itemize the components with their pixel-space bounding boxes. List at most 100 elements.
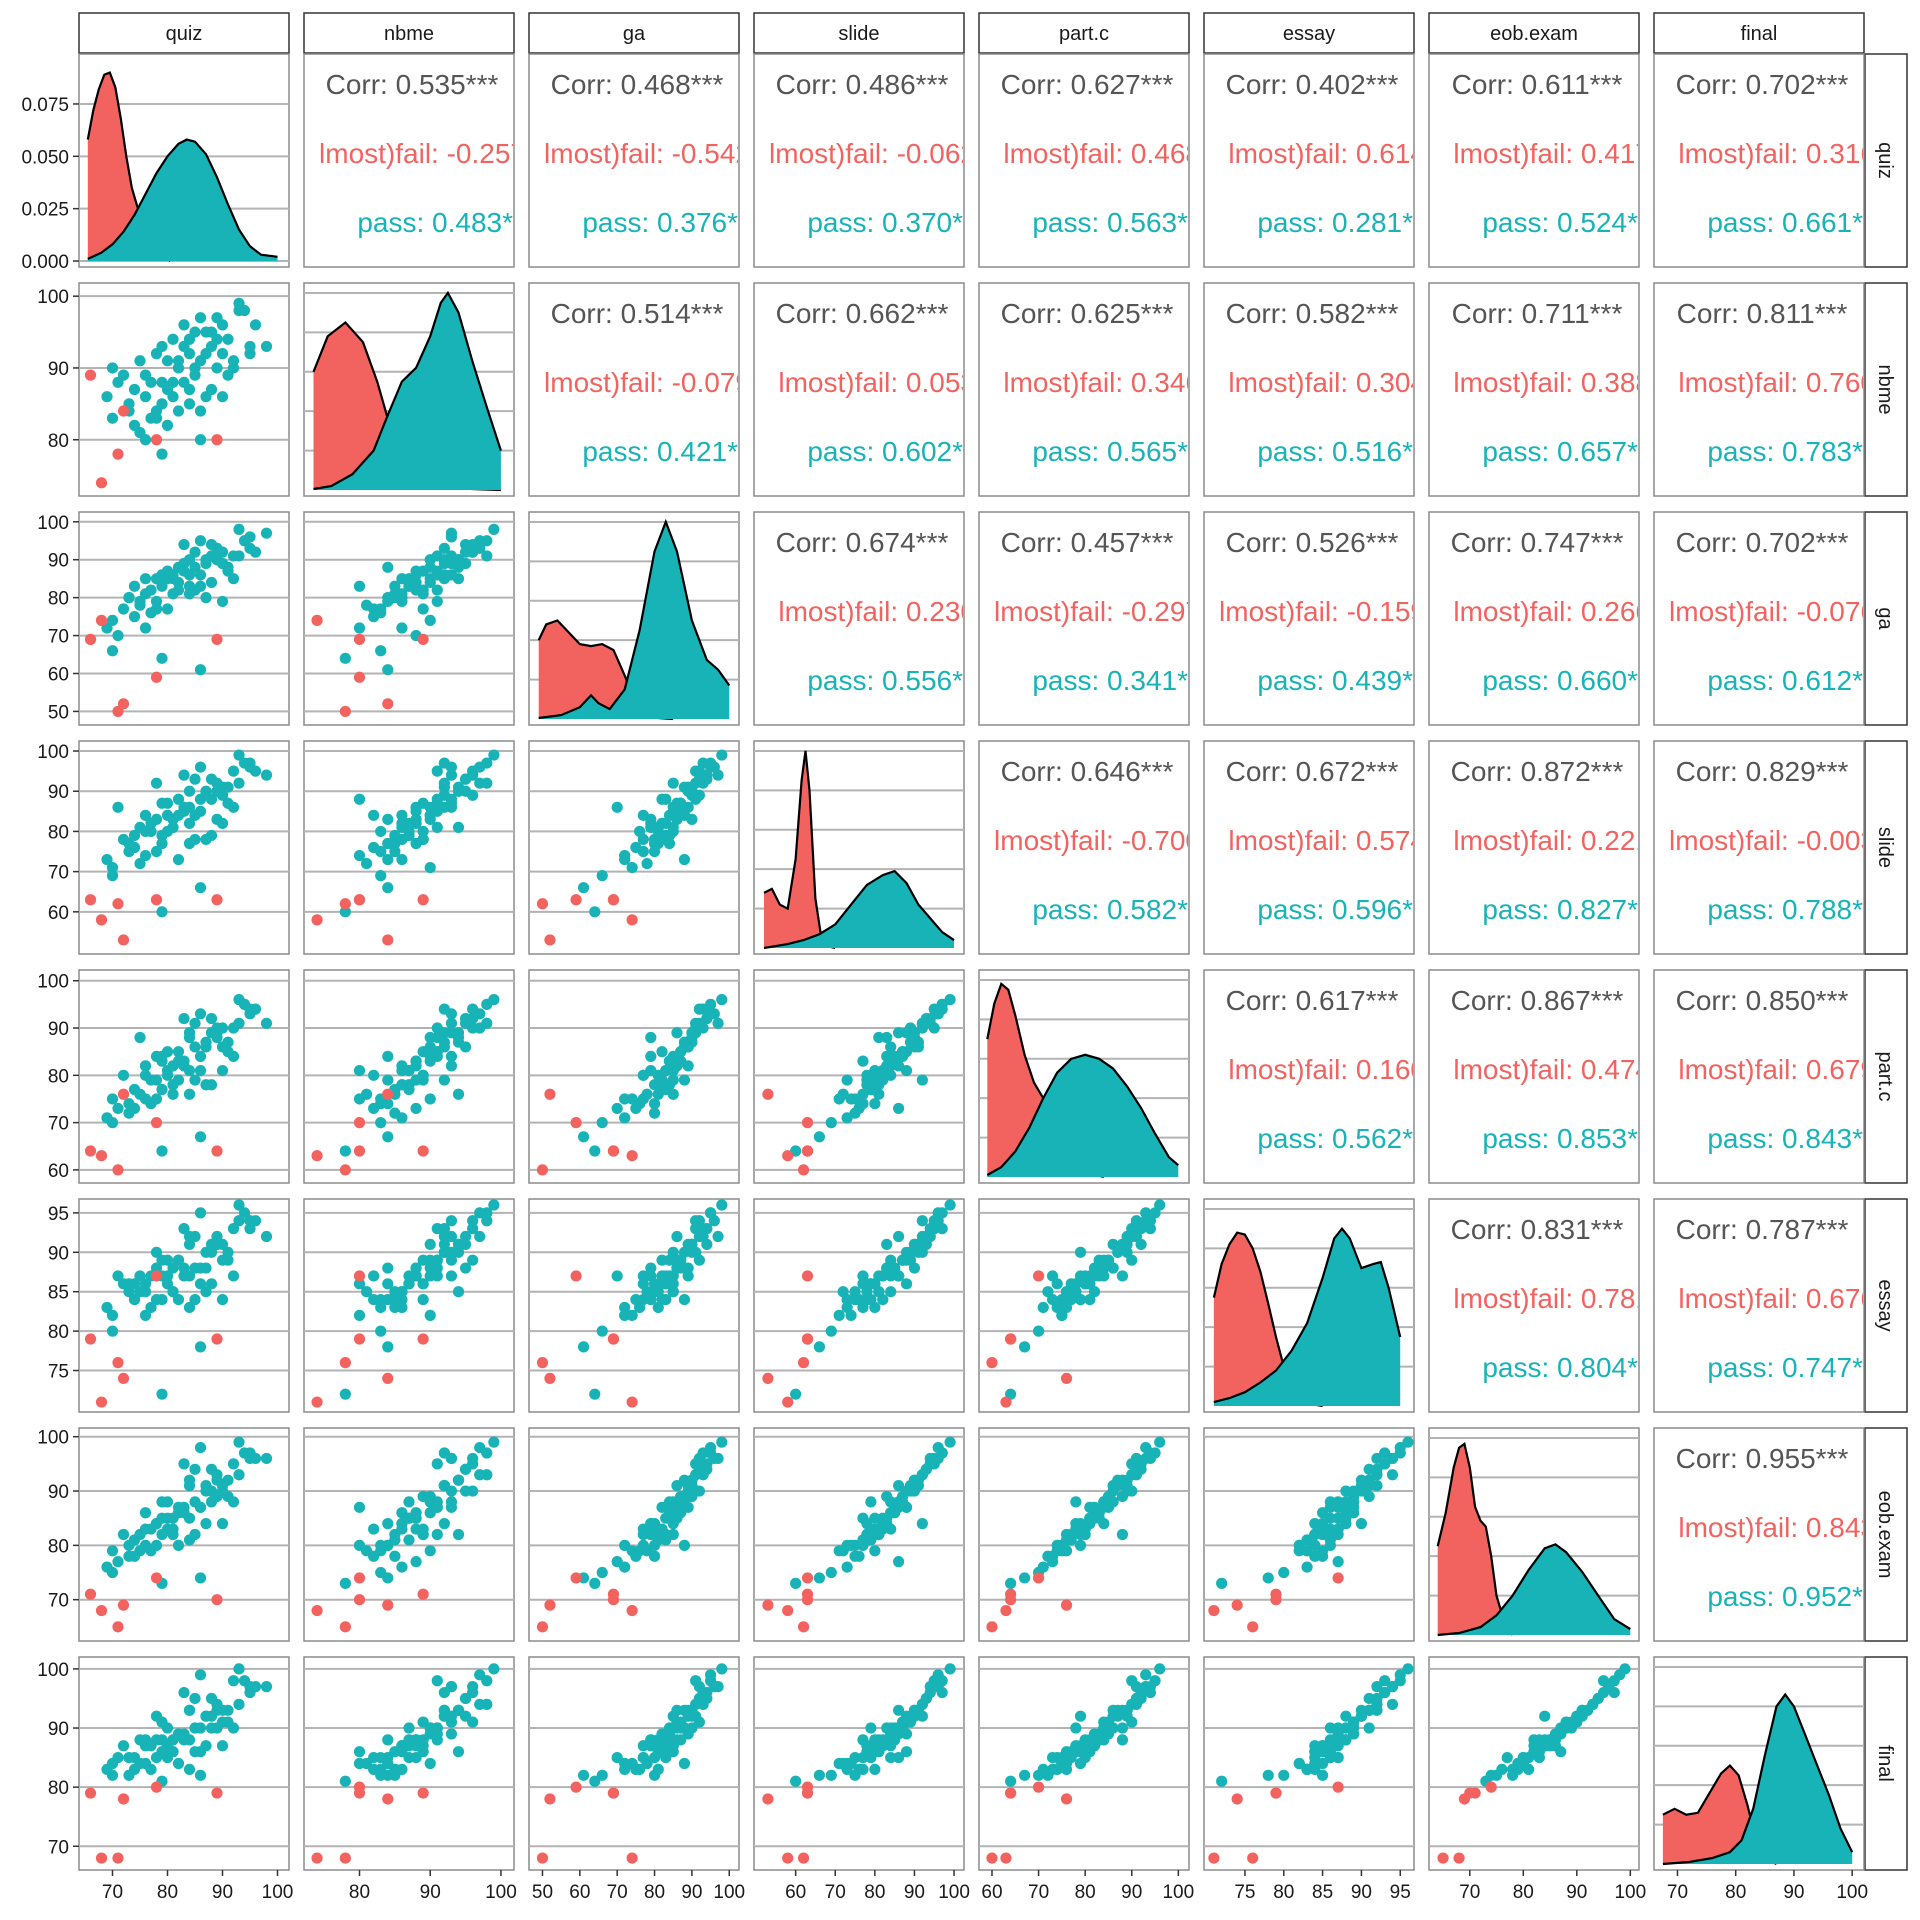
point-fail — [382, 1793, 394, 1805]
point-pass — [438, 1074, 450, 1086]
x-axis-quiz: 70 80 90 100 — [102, 1870, 293, 1903]
point-fail — [801, 1572, 814, 1584]
density-area-fail — [538, 620, 674, 719]
panel-quiz-slide: Corr: 0.486*** lmost)fail: -0.062 pass: 0.… — [753, 53, 965, 268]
point-pass — [645, 1262, 657, 1274]
point-pass — [189, 1017, 201, 1029]
panel-final-final — [1653, 1656, 1865, 1871]
point-pass — [227, 801, 240, 813]
point-pass — [123, 1278, 135, 1290]
point-pass — [161, 1278, 174, 1290]
point-pass — [403, 1270, 415, 1282]
point-pass — [611, 1102, 623, 1115]
point-pass — [1340, 1501, 1352, 1513]
point-pass — [1379, 1675, 1391, 1687]
point-fail — [1000, 1396, 1012, 1408]
point-fail — [311, 1604, 323, 1617]
density-curve-pass — [87, 138, 278, 260]
point-pass — [1084, 1293, 1096, 1306]
point-pass — [637, 1270, 649, 1282]
y-axis-final: 70 80 90 100 — [37, 1660, 79, 1858]
point-pass — [1056, 1539, 1068, 1551]
corr-fail: lmost)fail: -0.003 — [1669, 825, 1876, 856]
point-pass — [1070, 1286, 1082, 1298]
row-strip-final: final — [1864, 1656, 1908, 1871]
point-pass — [194, 312, 207, 324]
y-tick-label: 90 — [48, 551, 69, 572]
point-pass — [189, 1293, 201, 1306]
point-pass — [438, 1223, 450, 1235]
point-pass — [1402, 1436, 1414, 1448]
point-pass — [382, 1050, 394, 1062]
point-pass — [1121, 1238, 1133, 1251]
x-tick-label: 70 — [1028, 1882, 1049, 1903]
point-pass — [134, 355, 146, 367]
point-pass — [161, 603, 174, 615]
panel-ga-final: Corr: 0.702*** lmost)fail: -0.076 pass: 0.… — [1653, 511, 1865, 726]
point-pass — [452, 1088, 465, 1100]
point-pass — [648, 1539, 661, 1551]
point-pass — [908, 1704, 921, 1716]
point-fail — [117, 1088, 130, 1100]
point-pass — [648, 845, 661, 858]
point-pass — [1084, 1512, 1096, 1524]
point-pass — [353, 1278, 366, 1290]
point-pass — [678, 1539, 691, 1551]
point-pass — [403, 1722, 415, 1734]
point-pass — [244, 531, 256, 543]
point-pass — [417, 588, 429, 600]
corr-overall: Corr: 0.402*** — [1226, 69, 1399, 100]
point-pass — [360, 857, 373, 870]
point-pass — [106, 1093, 119, 1105]
point-fail — [1060, 1372, 1073, 1385]
point-pass — [417, 1523, 429, 1535]
point-pass — [1301, 1534, 1313, 1546]
point-pass — [128, 383, 141, 396]
point-pass — [183, 398, 196, 410]
point-pass — [360, 1088, 373, 1100]
corr-overall: Corr: 0.702*** — [1676, 69, 1849, 100]
point-fail — [1032, 1270, 1045, 1282]
point-pass — [467, 1012, 479, 1025]
point-pass — [382, 1278, 394, 1290]
panel-border — [303, 1656, 515, 1871]
point-fail — [1270, 1787, 1282, 1799]
point-pass — [1386, 1698, 1399, 1710]
panel-eob.exam-eob.exam — [1428, 1427, 1640, 1642]
point-fail — [339, 705, 351, 718]
x-tick-label: 100 — [262, 1882, 294, 1903]
point-fail — [311, 1852, 323, 1864]
point-fail — [801, 1333, 814, 1345]
panel-part.c-part.c — [978, 969, 1190, 1184]
point-pass — [1340, 1710, 1352, 1722]
point-pass — [178, 1262, 190, 1274]
point-pass — [1324, 1512, 1336, 1524]
point-pass — [375, 825, 387, 838]
x-tick-label: 60 — [785, 1882, 806, 1903]
point-pass — [445, 801, 458, 813]
point-pass — [881, 1031, 893, 1044]
point-pass — [445, 1254, 458, 1266]
point-pass — [156, 837, 168, 850]
panel-eob.exam-slide — [753, 1427, 965, 1642]
point-pass — [1402, 1663, 1414, 1675]
point-pass — [339, 1145, 351, 1157]
point-pass — [438, 1704, 450, 1716]
panel-nbme-eob.exam: Corr: 0.711*** lmost)fail: 0.388 pass: 0.6… — [1428, 282, 1640, 497]
x-tick-label: 80 — [349, 1882, 370, 1903]
corr-overall: Corr: 0.787*** — [1676, 1214, 1849, 1245]
point-pass — [896, 1046, 909, 1058]
point-pass — [833, 1309, 845, 1321]
point-pass — [382, 1518, 394, 1530]
point-pass — [1098, 1270, 1110, 1282]
point-pass — [1278, 1769, 1290, 1781]
point-pass — [474, 1698, 486, 1710]
point-pass — [1107, 1480, 1119, 1492]
corr-pass: pass: 0.556* — [807, 665, 963, 696]
point-pass — [431, 797, 443, 809]
point-pass — [101, 1112, 113, 1124]
point-pass — [1363, 1463, 1375, 1475]
point-fail — [762, 1793, 774, 1805]
point-pass — [853, 1763, 865, 1776]
point-pass — [1501, 1751, 1513, 1764]
